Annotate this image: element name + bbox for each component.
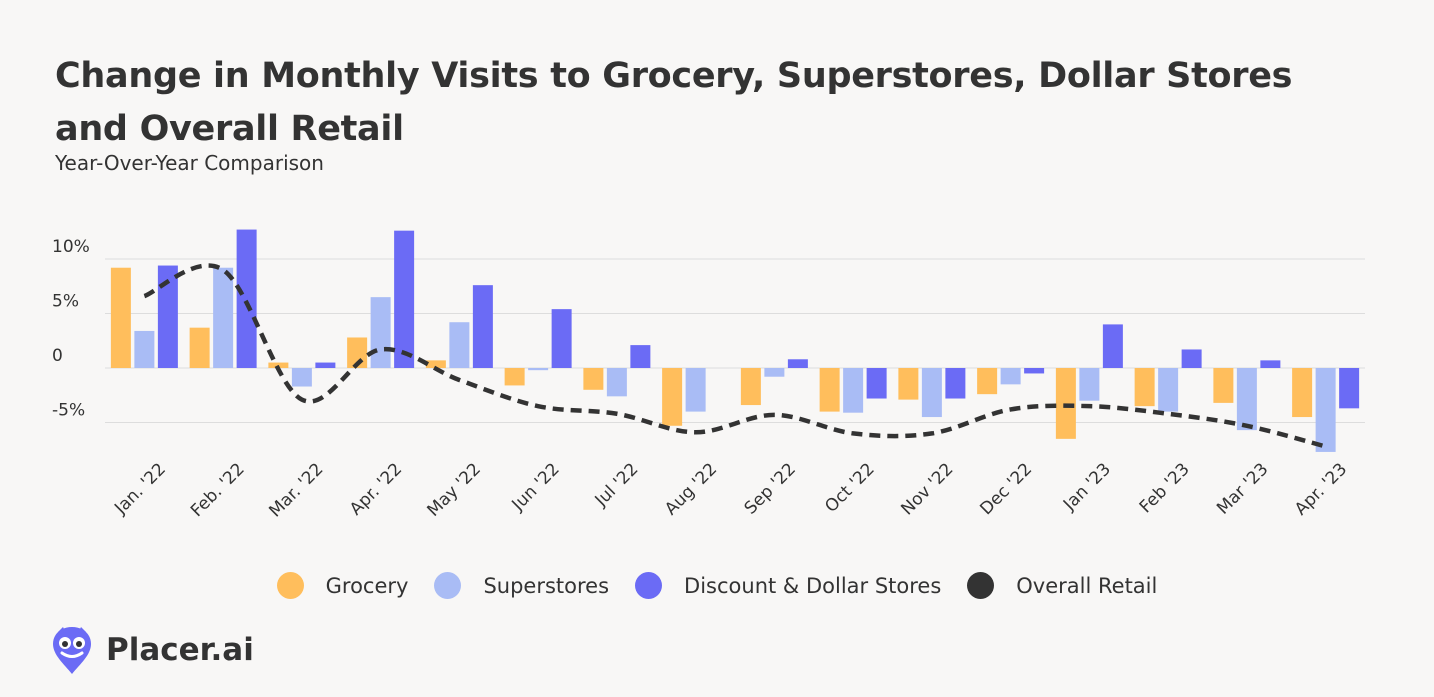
- bar-grocery: [425, 360, 446, 368]
- x-tick-label: Jun '22: [508, 459, 564, 515]
- x-tick-label: Mar '23: [1213, 459, 1272, 518]
- x-tick-label: Aug '22: [661, 459, 721, 519]
- bar-grocery: [583, 368, 604, 390]
- y-tick-label: 10%: [52, 237, 90, 257]
- bar-superstores: [370, 297, 391, 368]
- bar-grocery: [110, 267, 131, 368]
- x-tick-label: Feb '23: [1136, 459, 1194, 517]
- bar-grocery: [1134, 368, 1155, 407]
- y-tick-label: 0: [52, 346, 63, 366]
- bar-grocery: [1213, 368, 1234, 403]
- bar-superstores: [1000, 368, 1021, 385]
- legend-item-superstores[interactable]: Superstores: [434, 572, 609, 599]
- bar-discount-dollar-stores: [866, 368, 887, 399]
- line-overall-retail: [143, 263, 1327, 449]
- x-tick-label: Apr. '23: [1291, 459, 1351, 519]
- legend-dot-superstores: [434, 572, 462, 599]
- chart-canvas: 10% 5% 0 -5% Jan. '22 Feb. '22 Mar. '22 Apr. '…: [52, 229, 1365, 521]
- chart-title: Change in Monthly Visits to Grocery, Sup…: [55, 50, 1292, 156]
- overall-retail-line: [143, 263, 1327, 449]
- bar-grocery: [1055, 368, 1076, 439]
- bar-superstores: [921, 368, 942, 418]
- x-tick-label: Sep '22: [741, 459, 800, 518]
- owl-location-pin-icon: [53, 627, 91, 674]
- x-tick-label: Oct '22: [821, 459, 878, 516]
- bar-grocery: [189, 327, 210, 368]
- x-tick-label: Jul '22: [591, 459, 643, 511]
- legend-label-discount: Discount & Dollar Stores: [684, 573, 942, 598]
- bar-discount-dollar-stores: [1102, 324, 1123, 368]
- legend-item-overall-retail[interactable]: Overall Retail: [967, 572, 1157, 599]
- bar-discount-dollar-stores: [157, 265, 178, 368]
- bar-superstores: [291, 368, 312, 387]
- legend-label-overall-retail: Overall Retail: [1016, 573, 1158, 598]
- legend-item-grocery[interactable]: Grocery: [276, 572, 409, 599]
- legend-label-superstores: Superstores: [483, 573, 610, 598]
- bar-grocery: [1292, 368, 1313, 418]
- bar-discount-dollar-stores: [787, 359, 808, 368]
- legend: Grocery Superstores Discount & Dollar St…: [0, 572, 1434, 599]
- bar-grocery: [819, 368, 840, 412]
- bar-discount-dollar-stores: [236, 229, 257, 368]
- legend-dot-discount: [635, 572, 663, 599]
- bar-discount-dollar-stores: [394, 230, 415, 368]
- bar-superstores: [213, 267, 234, 368]
- bar-discount-dollar-stores: [630, 345, 651, 368]
- bar-superstores: [764, 368, 785, 377]
- y-tick-label: -5%: [52, 401, 85, 421]
- bar-superstores: [528, 368, 549, 371]
- bar-grocery: [977, 368, 998, 395]
- y-tick-label: 5%: [52, 292, 79, 312]
- bar-discount-dollar-stores: [315, 362, 336, 368]
- bar-grocery: [504, 368, 525, 386]
- bar-superstores: [606, 368, 627, 397]
- chart-title-line-1: Change in Monthly Visits to Grocery, Sup…: [55, 56, 1293, 96]
- legend-dot-overall-retail: [967, 572, 995, 599]
- bar-grocery: [662, 368, 683, 426]
- bar-discount-dollar-stores: [1339, 368, 1360, 409]
- x-tick-label: Jan '23: [1059, 459, 1115, 515]
- bar-discount-dollar-stores: [1181, 349, 1202, 368]
- bar-superstores: [685, 368, 706, 412]
- x-tick-label: Apr. '22: [346, 459, 406, 519]
- legend-label-grocery: Grocery: [325, 573, 409, 598]
- brand-name: Placer.ai: [106, 632, 254, 668]
- bars: [110, 229, 1360, 452]
- x-tick-label: Mar. '22: [265, 459, 327, 521]
- chart-title-line-2: and Overall Retail: [55, 109, 404, 149]
- legend-item-discount[interactable]: Discount & Dollar Stores: [635, 572, 941, 599]
- bar-superstores: [843, 368, 864, 413]
- bar-discount-dollar-stores: [945, 368, 966, 399]
- chart-subtitle: Year-Over-Year Comparison: [55, 151, 324, 175]
- bar-grocery: [740, 368, 761, 406]
- bar-discount-dollar-stores: [551, 309, 572, 368]
- brand-logo: Placer.ai: [50, 624, 254, 676]
- bar-superstores: [449, 322, 470, 368]
- bar-discount-dollar-stores: [472, 285, 493, 368]
- y-axis-ticks: 10% 5% 0 -5%: [52, 237, 90, 421]
- x-tick-label: May '22: [423, 459, 484, 520]
- bar-superstores: [1158, 368, 1179, 412]
- x-tick-label: Feb. '22: [187, 459, 249, 521]
- legend-dot-grocery: [276, 572, 304, 599]
- bar-superstores: [1079, 368, 1100, 401]
- bar-discount-dollar-stores: [1024, 368, 1045, 374]
- bar-superstores: [1315, 368, 1336, 452]
- bar-grocery: [898, 368, 919, 400]
- x-tick-label: Dec '22: [976, 459, 1036, 519]
- bar-superstores: [134, 330, 155, 368]
- x-tick-label: Nov '22: [897, 459, 957, 519]
- x-axis-ticks: Jan. '22 Feb. '22 Mar. '22 Apr. '22 May '22 J…: [110, 459, 1351, 521]
- bar-discount-dollar-stores: [1260, 360, 1281, 368]
- bar-superstores: [1236, 368, 1257, 431]
- x-tick-label: Jan. '22: [110, 459, 170, 519]
